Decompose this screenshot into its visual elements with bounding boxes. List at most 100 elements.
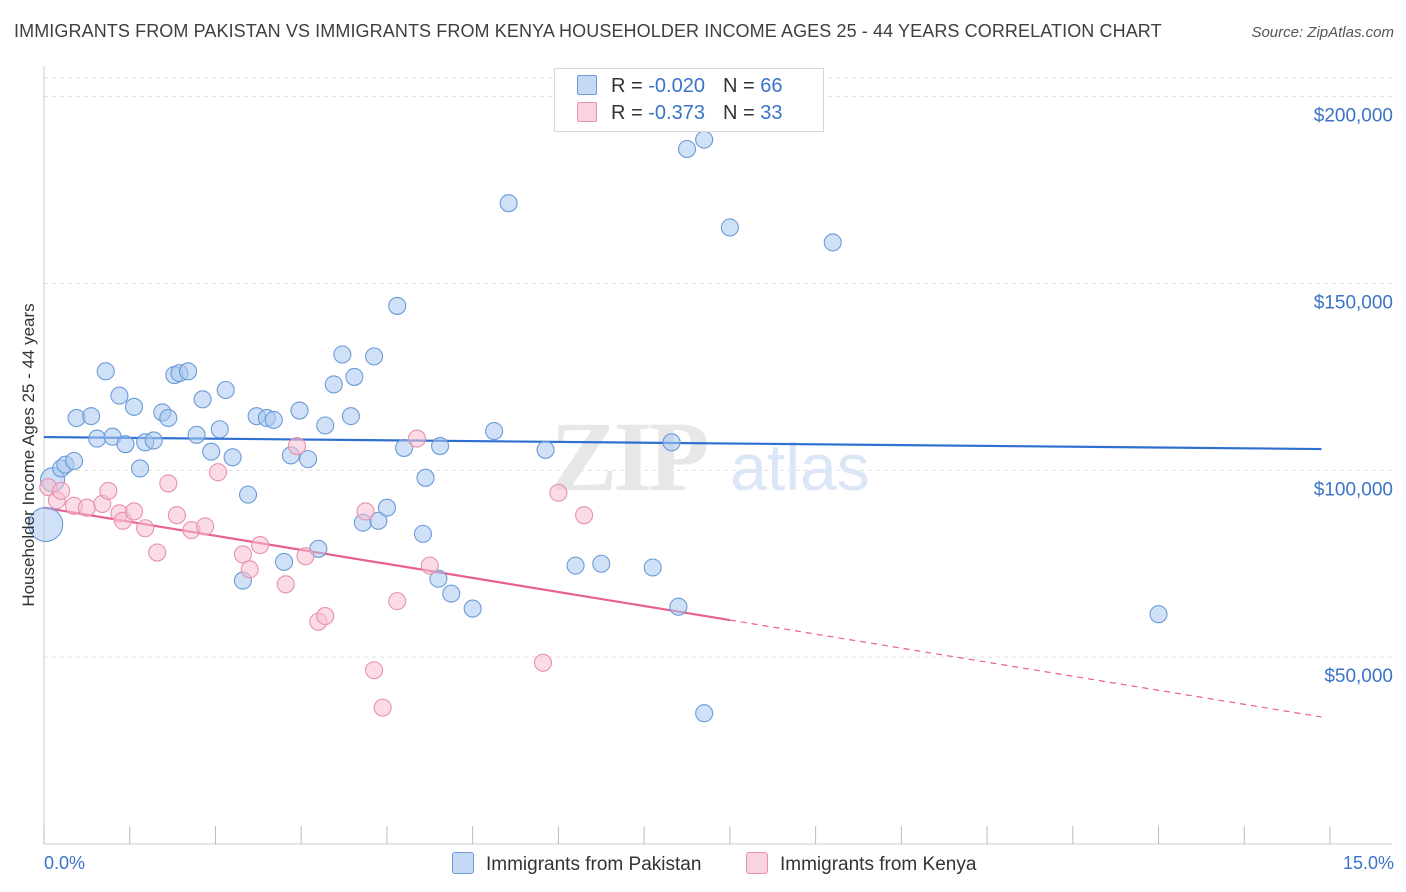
pakistan-point: [290, 401, 309, 420]
pakistan-point: [324, 375, 343, 394]
pakistan-point: [345, 367, 364, 386]
pakistan-point: [341, 407, 360, 426]
kenya-point: [365, 661, 384, 680]
kenya-point: [420, 556, 439, 575]
pakistan-point: [536, 440, 555, 459]
pakistan-point: [210, 420, 229, 439]
pakistan-swatch: [577, 75, 597, 95]
legend-kenya-r-label: R =: [611, 102, 649, 124]
watermark-zip: ZIP: [551, 401, 708, 512]
kenya-point: [124, 502, 144, 521]
legend-kenya-n-value: 33: [760, 102, 783, 124]
kenya-point: [136, 519, 155, 538]
pakistan-point: [677, 139, 697, 159]
legend-pakistan-r-label: R =: [611, 75, 649, 97]
pakistan-point: [823, 233, 842, 252]
pakistan-point: [388, 296, 407, 315]
pakistan-point: [64, 451, 84, 471]
pakistan-point: [720, 218, 739, 237]
kenya-point: [316, 607, 335, 626]
y-tick-label: $50,000: [1324, 666, 1393, 687]
pakistan-point: [429, 569, 448, 588]
pakistan-point: [238, 485, 258, 504]
pakistan-point: [416, 468, 435, 487]
legend-pakistan-n-label: N =: [722, 75, 761, 97]
legend-kenya-r-value: -0.373: [648, 102, 705, 124]
pakistan-point: [431, 437, 450, 456]
bottom-pakistan-label: Immigrants from Pakistan: [486, 854, 702, 875]
pakistan-point: [130, 459, 150, 478]
kenya-point: [388, 592, 407, 611]
pakistan-point: [124, 397, 144, 416]
pakistan-point: [316, 416, 335, 435]
kenya-trend-line: [43, 506, 731, 622]
kenya-point: [208, 463, 228, 482]
pakistan-point: [413, 524, 432, 543]
kenya-point: [373, 698, 392, 717]
chart-title: IMMIGRANTS FROM PAKISTAN VS IMMIGRANTS F…: [14, 21, 1162, 41]
pakistan-point: [144, 431, 163, 450]
bottom-legend-kenya: Immigrants from Kenya: [746, 852, 976, 876]
x-tick-label-max: 15.0%: [1343, 853, 1394, 873]
legend-kenya-n-label: N =: [722, 102, 761, 124]
kenya-point: [233, 545, 252, 564]
x-tick-label-min: 0.0%: [44, 853, 85, 873]
kenya-trend-line-extrapolated: [729, 619, 1322, 718]
legend-row-pakistan: R = -0.020 N = 66: [577, 75, 782, 99]
pakistan-point: [377, 498, 396, 517]
y-tick-label: $100,000: [1314, 479, 1393, 500]
pakistan-point: [499, 194, 518, 213]
legend-row-kenya: R = -0.373 N = 33: [577, 102, 782, 126]
pakistan-point: [96, 362, 115, 381]
pakistan-point: [442, 584, 461, 603]
kenya-point: [148, 543, 167, 562]
pakistan-point: [485, 422, 504, 441]
kenya-point: [240, 560, 259, 579]
correlation-legend: R = -0.020 N = 66 R = -0.373 N = 33: [554, 68, 824, 132]
pakistan-point: [695, 704, 714, 723]
kenya-swatch: [577, 102, 597, 122]
kenya-point: [159, 474, 178, 493]
pakistan-point: [463, 599, 482, 618]
pakistan-point: [395, 438, 414, 457]
kenya-point: [77, 498, 96, 517]
pakistan-point: [566, 556, 585, 575]
pakistan-point: [88, 429, 107, 448]
pakistan-point: [28, 506, 64, 543]
kenya-point: [533, 653, 553, 672]
kenya-point: [167, 506, 186, 525]
y-tick-label: $200,000: [1314, 106, 1393, 127]
kenya-point: [549, 483, 568, 502]
kenya-point: [52, 481, 71, 500]
data-points: [28, 130, 1168, 723]
axis-labels: $50,000 $100,000 $150,000 $200,000 0.0% 15.0%…: [19, 106, 1394, 873]
pakistan-point: [365, 347, 384, 366]
pakistan-point: [216, 380, 235, 400]
pakistan-point: [193, 390, 212, 409]
pakistan-point: [82, 407, 101, 426]
pakistan-point: [695, 130, 714, 149]
pakistan-point: [369, 511, 388, 530]
pakistan-point: [662, 433, 681, 452]
pakistan-point: [178, 362, 198, 381]
kenya-point: [296, 547, 315, 566]
pakistan-trend-line: [43, 435, 1322, 451]
pakistan-point: [223, 448, 242, 467]
pakistan-point: [264, 410, 283, 429]
watermark-atlas: atlas: [730, 430, 869, 504]
kenya-point: [276, 575, 295, 594]
pakistan-point: [275, 552, 294, 571]
bottom-kenya-swatch: [746, 852, 768, 874]
pakistan-point: [299, 450, 318, 469]
pakistan-point: [333, 345, 352, 364]
pakistan-point: [669, 597, 688, 616]
pakistan-point: [116, 435, 135, 454]
trend-lines: [43, 435, 1322, 718]
pakistan-point: [110, 386, 129, 405]
kenya-point: [196, 517, 215, 536]
kenya-point: [287, 437, 306, 456]
pakistan-point: [1149, 605, 1168, 624]
y-tick-label: $150,000: [1314, 293, 1393, 314]
source-credit: Source: ZipAtlas.com: [1251, 24, 1394, 41]
